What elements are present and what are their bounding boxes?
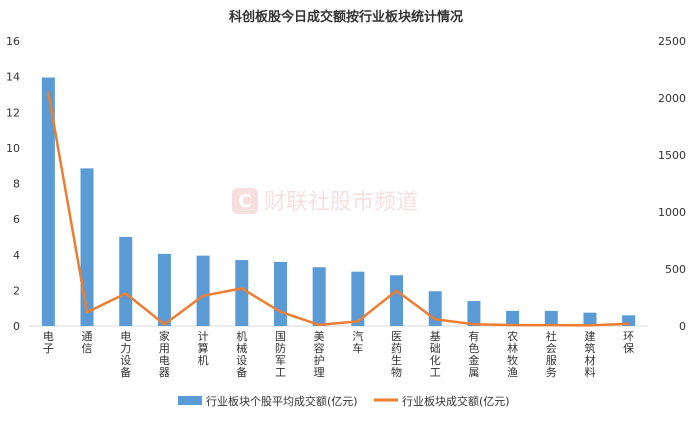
x-tick-label: 社会服务 (546, 329, 557, 379)
x-tick-label: 计算机 (198, 330, 209, 367)
x-tick-label: 汽车 (352, 329, 363, 355)
x-tick-label: 国防军工 (275, 330, 286, 379)
x-tick-label: 建筑材料 (584, 329, 595, 379)
legend-label-line: 行业板块成交额(亿元) (402, 394, 510, 408)
x-tick-label: 家用电器 (159, 329, 170, 379)
x-tick-label: 农林牧渔 (507, 329, 518, 379)
legend-label-bar: 行业板块个股平均成交额(亿元) (206, 394, 358, 408)
svg-text:C: C (238, 191, 251, 212)
bar (390, 275, 403, 326)
x-tick-label: 环保 (623, 330, 634, 355)
y-left-tick-label: 8 (13, 178, 20, 191)
y-left-tick-label: 12 (6, 106, 20, 119)
y-left-tick-label: 0 (13, 320, 20, 333)
y-left-tick-label: 2 (13, 284, 20, 297)
y-axis-left: 0 2 4 6 8 10 12 14 16 (6, 35, 20, 333)
bar (467, 301, 480, 326)
bar (81, 168, 94, 326)
legend: 行业板块个股平均成交额(亿元) 行业板块成交额(亿元) (178, 394, 510, 408)
bar (158, 254, 171, 326)
x-tick-label: 基础化工 (430, 330, 441, 379)
bar (119, 237, 132, 326)
y-right-tick-label: 2500 (658, 35, 686, 48)
watermark: C 财联社股市频道 (232, 188, 418, 215)
y-left-tick-label: 6 (13, 213, 20, 226)
x-tick-label: 医药生物 (391, 330, 402, 379)
y-right-tick-label: 1500 (658, 149, 686, 162)
x-tick-label: 电子 (43, 330, 54, 355)
x-axis-labels: 电子 通信 电力设备 家用电器 计算机 机械设备 国防军工 美容护理 汽车 医药生物 基础化工 有色金… (43, 329, 634, 379)
bar (506, 311, 519, 326)
y-right-tick-label: 500 (665, 263, 686, 276)
x-tick-label: 电力设备 (120, 330, 131, 379)
bar (274, 262, 287, 326)
y-left-tick-label: 10 (6, 142, 20, 155)
bar (197, 256, 210, 326)
y-right-tick-label: 2000 (658, 92, 686, 105)
chart-title: 科创板股今日成交额按行业板块统计情况 (229, 9, 463, 25)
y-right-tick-label: 1000 (658, 206, 686, 219)
y-right-tick-label: 0 (679, 320, 686, 333)
y-left-tick-label: 16 (6, 35, 20, 48)
x-tick-label: 通信 (82, 330, 93, 355)
x-tick-label: 美容护理 (314, 330, 325, 379)
x-tick-label: 有色金属 (468, 329, 479, 379)
y-left-tick-label: 14 (6, 71, 20, 84)
y-left-tick-label: 4 (13, 249, 20, 262)
legend-swatch-bar (178, 396, 202, 405)
watermark-text: 财联社股市频道 (264, 190, 418, 215)
bar (313, 267, 326, 326)
x-tick-label: 机械设备 (236, 329, 247, 379)
bar (545, 311, 558, 326)
y-axis-right: 0 500 1000 1500 2000 2500 (658, 35, 686, 333)
bar (235, 260, 248, 326)
